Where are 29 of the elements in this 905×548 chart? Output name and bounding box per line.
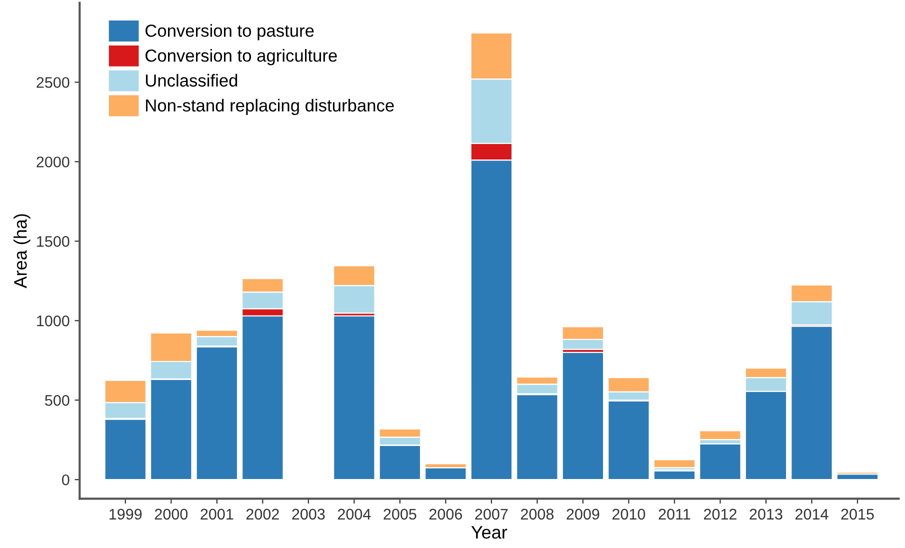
x-tick-label: 2013 [750, 508, 782, 520]
x-tick-label: 2004 [338, 508, 371, 520]
y-tick-label: 1500 [37, 236, 70, 247]
y-tick-label: 2500 [36, 77, 70, 88]
x-tick-label: 2015 [841, 508, 874, 520]
y-tick-label: 0 [62, 474, 70, 486]
y-tick-label: 2000 [36, 156, 70, 168]
y-tick-label: 500 [45, 394, 70, 406]
legend-label: Non-stand replacing disturbance [146, 98, 394, 116]
x-tick-label: 2011 [658, 508, 690, 520]
x-tick-label: 2000 [154, 508, 188, 520]
x-tick-label: 2003 [292, 508, 325, 520]
legend-label: Unclassified [146, 74, 238, 87]
x-tick-label: 2012 [704, 508, 736, 520]
x-tick-label: 2005 [384, 508, 416, 520]
x-tick-label: 2006 [429, 508, 462, 520]
legend-label: Conversion to agriculture [146, 49, 337, 66]
x-tick-label: 2009 [566, 508, 600, 520]
y-axis-title: Area (ha) [14, 214, 30, 288]
x-tick-label: 2008 [520, 508, 554, 520]
x-tick-label: 2002 [246, 508, 279, 520]
y-tick-label: 1000 [37, 316, 70, 326]
x-tick-label: 2010 [612, 508, 646, 520]
x-tick-label: 1999 [110, 508, 142, 520]
legend-label: Conversion to pasture [146, 24, 314, 40]
x-tick-label: 2001 [200, 508, 234, 520]
x-tick-label: 2007 [475, 508, 508, 520]
x-tick-label: 2014 [796, 508, 828, 520]
x-axis-title: Year [471, 526, 508, 539]
